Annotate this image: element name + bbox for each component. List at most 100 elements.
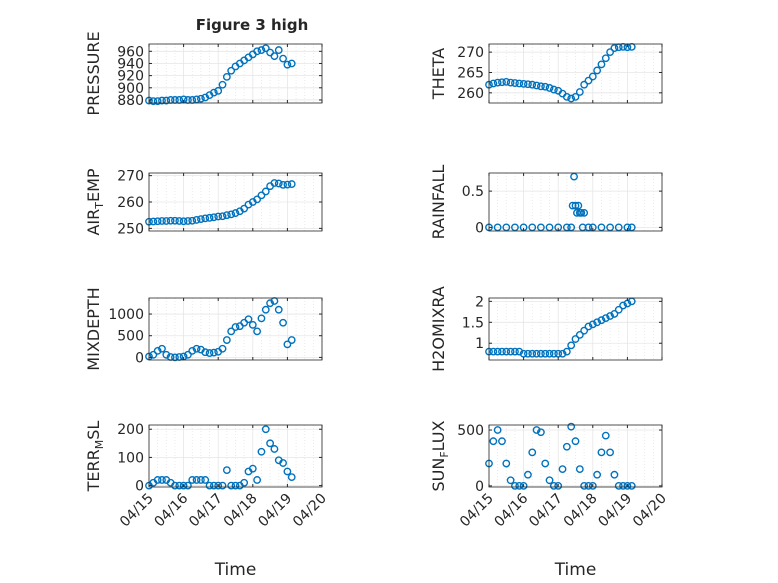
axes-box	[148, 424, 323, 488]
data-point	[545, 476, 554, 485]
data-point	[231, 323, 240, 331]
data-point	[175, 481, 184, 490]
y-axis-label: RAINFALL	[429, 165, 448, 240]
data-point	[162, 217, 171, 225]
data-point	[571, 437, 580, 446]
data-point	[192, 344, 201, 353]
data-point	[545, 84, 554, 92]
y-tick-label: 880	[117, 93, 144, 109]
axes-box	[488, 424, 663, 488]
data-point	[528, 223, 537, 232]
data-point	[209, 348, 218, 357]
data-point	[253, 476, 262, 484]
y-tick-label: 270	[457, 45, 484, 61]
data-point	[537, 428, 545, 437]
data-point	[567, 223, 576, 232]
data-point	[489, 79, 498, 88]
data-point	[283, 340, 292, 349]
data-point	[549, 481, 558, 490]
data-point	[619, 301, 627, 310]
data-point	[570, 172, 578, 181]
data-point	[257, 191, 266, 200]
data-point	[493, 426, 502, 434]
data-point	[515, 79, 524, 88]
data-point	[493, 78, 502, 87]
data-point	[287, 473, 296, 482]
data-point	[515, 347, 524, 356]
data-point	[558, 349, 567, 358]
x-tick-label: 04/17	[186, 491, 226, 531]
y-tick-label: 200	[117, 422, 144, 438]
data-point	[567, 94, 576, 103]
data-point	[614, 305, 623, 314]
y-tick-label: 250	[117, 221, 144, 237]
y-tick-label: 0.5	[462, 184, 484, 200]
data-point	[261, 425, 270, 434]
y-tick-label: 265	[457, 65, 484, 81]
x-tick-label: 04/17	[526, 491, 566, 531]
y-tick-label: 0	[475, 479, 484, 495]
data-point	[283, 180, 292, 189]
data-point	[184, 481, 192, 490]
data-point	[541, 349, 550, 358]
y-tick-label: 1000	[108, 307, 144, 323]
data-point	[597, 60, 606, 69]
y-tick-label: 0	[475, 220, 484, 236]
data-point	[493, 223, 502, 232]
data-point	[601, 54, 610, 63]
subplot-6: 1 1.5 2 H2OMIXRA	[429, 286, 663, 372]
data-point	[511, 347, 519, 356]
data-point	[244, 315, 253, 324]
data-point	[506, 347, 515, 356]
y-tick-label: 920	[117, 69, 144, 85]
data-point	[614, 481, 623, 490]
data-point	[196, 476, 205, 484]
data-point	[222, 72, 231, 81]
data-point	[158, 476, 166, 484]
y-axis-label: AIRTEMP	[84, 168, 106, 235]
data-point	[498, 347, 506, 356]
series-markers	[485, 172, 636, 232]
data-point	[610, 470, 619, 479]
data-point	[498, 78, 506, 87]
data-point	[261, 44, 270, 53]
y-tick-label: 2	[475, 294, 484, 310]
data-point	[261, 305, 270, 314]
data-point	[562, 347, 571, 356]
x-tick-label: 04/15	[117, 491, 157, 531]
data-point	[192, 476, 201, 484]
data-point	[580, 481, 589, 490]
data-point	[489, 437, 498, 446]
y-tick-label: 500	[117, 329, 144, 345]
data-point	[554, 481, 563, 490]
data-point	[588, 72, 597, 81]
data-point	[166, 216, 175, 225]
data-point	[537, 82, 545, 91]
data-point	[149, 217, 158, 226]
series-markers	[145, 425, 296, 490]
subplot-5: 0 500 1000 MIXDEPTH	[84, 287, 323, 371]
x-axis-label: Time	[554, 560, 597, 580]
data-point	[162, 350, 171, 359]
data-point	[153, 97, 162, 106]
subplot-3: 250 260 270 AIRTEMP	[84, 168, 323, 237]
y-tick-label: 0	[135, 350, 144, 366]
data-point	[502, 459, 511, 468]
data-point	[192, 216, 201, 224]
data-point	[528, 448, 537, 457]
data-point	[205, 349, 214, 357]
data-point	[274, 46, 283, 54]
data-point	[192, 95, 201, 104]
data-point	[580, 326, 589, 335]
data-point	[253, 47, 262, 56]
data-point	[493, 347, 502, 356]
data-point	[158, 217, 166, 225]
data-point	[231, 481, 240, 490]
data-point	[606, 48, 614, 57]
data-point	[511, 481, 519, 490]
data-point	[577, 208, 586, 217]
data-point	[584, 223, 593, 232]
